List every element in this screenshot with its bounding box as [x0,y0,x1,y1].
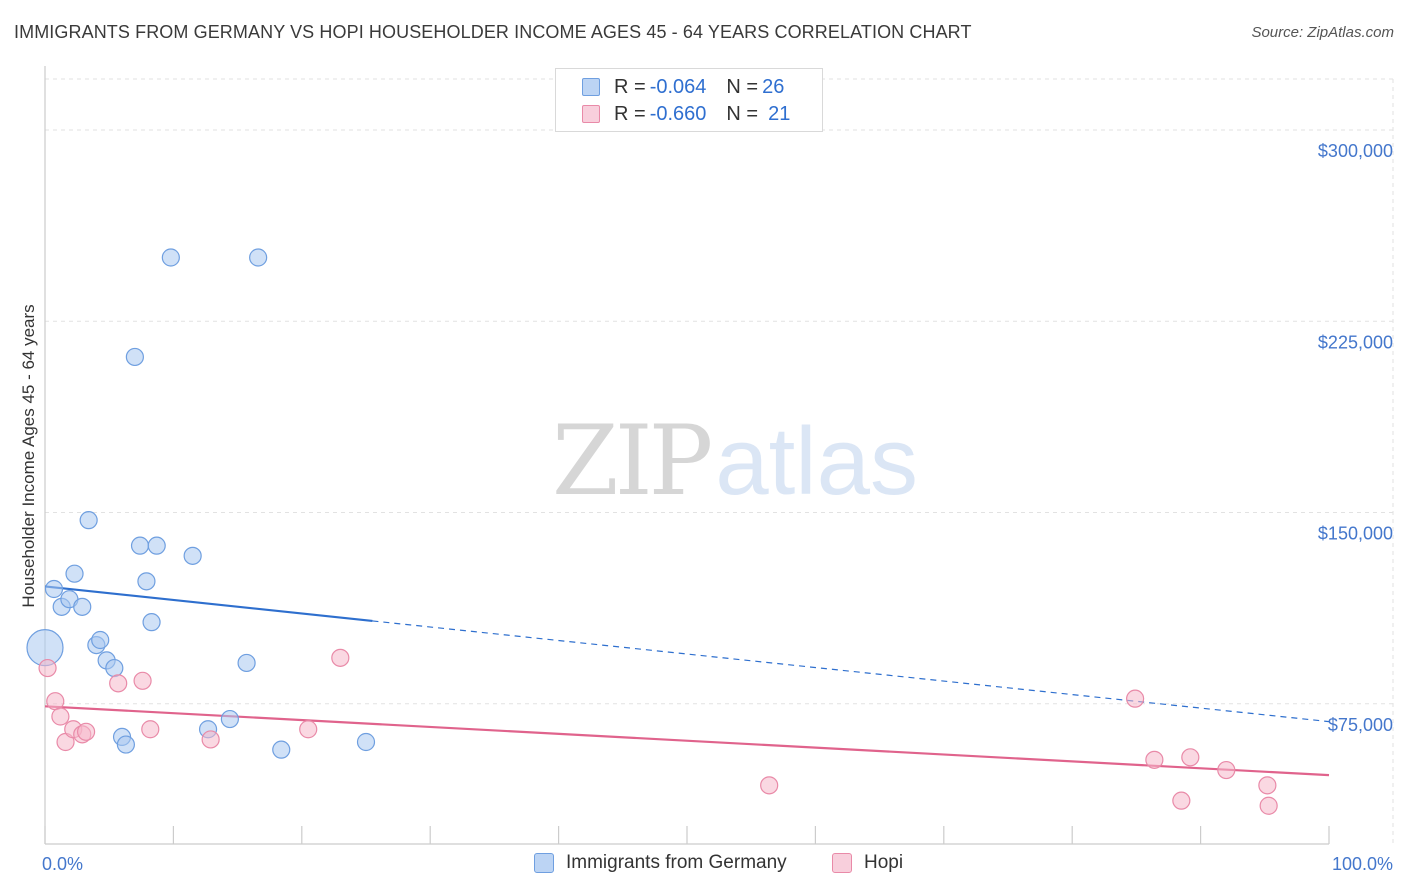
y-tick-label: $225,000 [1318,332,1393,352]
point-germany [356,732,376,752]
point-hopi [1217,760,1236,780]
point-germany [130,536,150,555]
legend-swatch-blue [582,78,600,96]
point-germany [220,709,239,729]
chart-title: IMMIGRANTS FROM GERMANY VS HOPI HOUSEHOL… [14,22,972,42]
legend-label-hopi: Hopi [864,852,904,873]
point-germany [237,653,256,673]
point-hopi [141,720,160,739]
point-germany [125,347,144,367]
legend-item-germany[interactable]: Immigrants from Germany [534,852,787,874]
point-hopi [109,674,128,693]
legend-item-hopi[interactable]: Hopi [832,852,903,874]
legend-n-label: N = [726,75,759,98]
point-hopi [331,648,350,667]
legend-label-germany: Immigrants from Germany [566,852,787,873]
point-germany [142,613,161,632]
legend-row-germany: R = -0.064 N = 26 [582,75,784,99]
y-axis-label: Householder Income Ages 45 - 64 years [19,304,38,607]
legend-n-value: 26 [762,75,785,98]
point-hopi [38,658,57,678]
x-tick-label-min: 0.0% [42,854,83,874]
watermark-atlas: atlas [715,408,918,515]
point-hopi [76,722,96,741]
y-tick-label: $150,000 [1318,524,1393,544]
y-tick-label: $75,000 [1328,715,1393,735]
point-germany [147,536,166,555]
point-hopi [133,671,152,690]
legend-swatch-blue [534,853,554,873]
legend-n-value: 21 [768,102,791,125]
legend-r-value: -0.660 [649,102,707,125]
point-hopi [46,692,65,711]
point-germany [249,248,268,267]
axes [44,66,1330,845]
legend-r-value: -0.064 [649,75,707,98]
legend-n-label: N = [726,102,759,125]
data-points [26,248,1278,815]
y-tick-label: $300,000 [1318,141,1393,161]
trend-line-germany-projection [372,620,1330,723]
point-germany [137,572,156,591]
point-germany [44,579,64,599]
legend-swatch-pink [582,105,600,123]
point-germany [91,630,110,650]
legend-r-label: R = [614,102,646,125]
point-hopi [51,707,70,726]
point-germany [65,564,84,583]
watermark: ZIPatlas [552,405,918,517]
point-germany [161,248,180,267]
legend-swatch-pink [832,853,852,873]
legend-row-hopi: R = -0.660 N = 21 [582,102,790,126]
series-legend: Immigrants from Germany Hopi [0,852,1406,878]
stats-legend: R = -0.064 N = 26 R = -0.660 N = 21 [555,68,823,132]
watermark-zip: ZIP [552,405,713,517]
trend-lines [44,585,1330,777]
point-hopi [1259,796,1278,815]
grid-lines [45,78,1394,844]
source-label: Source: ZipAtlas.com [1251,24,1394,41]
point-hopi [1181,748,1200,767]
point-hopi [1172,791,1191,810]
x-tick-label-max: 100.0% [1332,854,1393,874]
point-hopi [1126,689,1145,708]
point-hopi [1258,776,1277,795]
legend-r-label: R = [614,75,646,98]
point-germany [183,546,202,565]
axis-labels: $75,000 $150,000 $225,000 $300,000 0.0% 100.0… [19,141,1393,874]
point-hopi [201,730,220,749]
point-hopi [760,776,779,795]
point-germany [105,658,124,678]
trend-line-germany [44,585,373,623]
point-hopi [1145,750,1164,769]
point-hopi [299,720,318,739]
point-germany [79,511,98,530]
trend-line-hopi [44,705,1330,777]
point-germany [272,740,291,759]
point-germany [73,597,92,616]
point-germany [116,735,135,754]
